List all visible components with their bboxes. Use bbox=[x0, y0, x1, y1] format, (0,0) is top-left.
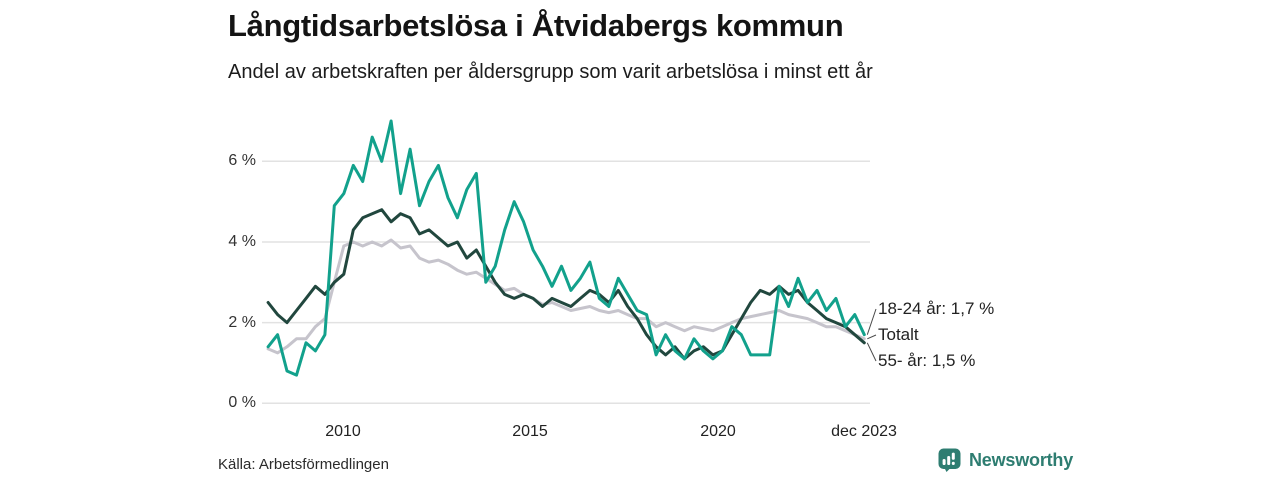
x-axis-tick-dec-2023: dec 2023 bbox=[831, 423, 897, 440]
annotation-connector-0 bbox=[866, 308, 877, 335]
y-axis-tick-2: 2 % bbox=[228, 314, 256, 331]
page-title: Långtidsarbetslösa i Åtvidabergs kommun bbox=[228, 8, 844, 43]
series-line-18-24-r bbox=[266, 119, 866, 377]
y-axis-tick-4: 4 % bbox=[228, 233, 256, 250]
x-axis-tick-2010: 2010 bbox=[325, 423, 361, 440]
series-label-55: 55- år: 1,5 % bbox=[878, 351, 976, 370]
annotation-connector-1 bbox=[867, 334, 877, 340]
y-axis-tick-6: 6 % bbox=[228, 152, 256, 169]
series-line-55-r bbox=[266, 208, 866, 361]
newsworthy-logo-icon bbox=[938, 448, 961, 472]
source-text: Källa: Arbetsförmedlingen bbox=[218, 456, 389, 473]
newsworthy-brand-name: Newsworthy bbox=[969, 449, 1074, 470]
series-label-totalt: Totalt bbox=[878, 325, 919, 344]
newsworthy-brand[interactable]: Newsworthy bbox=[938, 448, 1073, 472]
x-axis-tick-2020: 2020 bbox=[700, 423, 736, 440]
annotation-connector-2 bbox=[866, 342, 877, 362]
x-axis-tick-2015: 2015 bbox=[512, 423, 548, 440]
y-axis-tick-0: 0 % bbox=[228, 394, 256, 411]
series-line-totalt bbox=[266, 238, 866, 355]
page-subtitle: Andel av arbetskraften per åldersgrupp s… bbox=[228, 61, 873, 83]
series-label-18-24: 18-24 år: 1,7 % bbox=[878, 299, 995, 318]
